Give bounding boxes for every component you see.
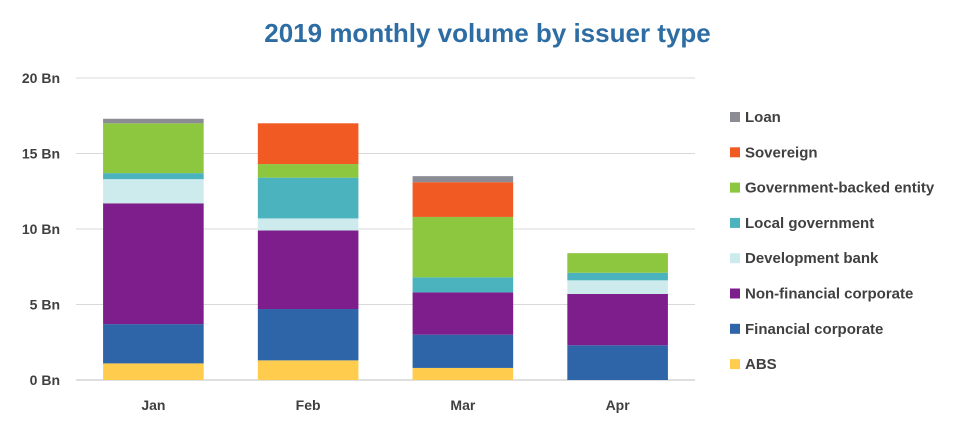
bar-apr-local-government [567,272,668,281]
bar-mar-local-government [412,277,514,293]
bar-mar-loan [412,176,514,183]
y-tick-label: 5 Bn [30,297,60,313]
bar-mar-sovereign [412,182,514,217]
bar-jan-development-bank [103,179,204,204]
legend: Loan Sovereign Government-backed entity Loc… [730,109,935,373]
bar-jan-non-financial-corporate [103,203,204,325]
bar-feb-non-financial-corporate [257,230,359,310]
bar-feb-abs [257,360,359,380]
legend-swatch [730,217,740,228]
legend-item-local-government: Local government [730,215,874,232]
bar-feb-sovereign [257,123,359,165]
bar-apr-government-backed-entity [567,253,668,273]
legend-item-government-backed-entity: Government-backed entity [730,180,935,197]
legend-item-loan: Loan [730,109,781,126]
bar-apr-financial-corporate [567,345,668,380]
legend-label: Development bank [745,250,879,267]
y-tick-label: 10 Bn [22,221,60,237]
bar-jan-loan [103,118,204,124]
x-tick-label-apr: Apr [606,397,631,413]
legend-swatch [730,147,740,158]
bar-feb-development-bank [257,218,359,231]
y-tick-label: 0 Bn [30,372,60,388]
legend-label: Local government [745,215,874,232]
legend-label: ABS [745,356,777,373]
bar-apr-non-financial-corporate [567,293,668,346]
legend-swatch [730,359,740,370]
bar-mar-government-backed-entity [412,216,514,278]
y-tick-label: 20 Bn [22,70,60,86]
legend-swatch [730,182,740,193]
bar-segments [103,118,668,380]
bar-mar-non-financial-corporate [412,292,514,335]
legend-item-sovereign: Sovereign [730,144,818,161]
legend-swatch [730,288,740,299]
x-axis-tick-labels: Jan Feb Mar Apr [141,397,630,413]
legend-swatch [730,253,740,264]
x-tick-label-jan: Jan [141,397,165,413]
bar-feb-financial-corporate [257,309,359,361]
legend-swatch [730,112,740,122]
bar-feb-government-backed-entity [257,164,359,178]
legend-item-financial-corporate: Financial corporate [730,321,883,338]
bar-jan-local-government [103,173,204,180]
bar-jan-government-backed-entity [103,123,204,174]
y-axis-tick-labels: 0 Bn 5 Bn 10 Bn 15 Bn 20 Bn [22,70,60,388]
legend-label: Financial corporate [745,321,883,338]
bar-jan-abs [103,363,204,380]
legend-item-non-financial-corporate: Non-financial corporate [730,286,913,303]
legend-label: Non-financial corporate [745,286,913,303]
x-tick-label-feb: Feb [296,397,321,413]
legend-item-abs: ABS [730,356,777,373]
bar-mar-financial-corporate [412,334,514,368]
bar-apr-development-bank [567,280,668,294]
legend-label: Sovereign [745,144,818,161]
bar-feb-local-government [257,177,359,219]
legend-label: Loan [745,109,781,126]
bar-jan-financial-corporate [103,324,204,364]
legend-swatch [730,323,740,334]
bar-mar-abs [412,367,514,380]
chart-title: 2019 monthly volume by issuer type [264,18,711,48]
legend-item-development-bank: Development bank [730,250,879,267]
x-tick-label-mar: Mar [450,397,475,413]
y-tick-label: 15 Bn [22,146,60,162]
legend-label: Government-backed entity [745,180,935,197]
